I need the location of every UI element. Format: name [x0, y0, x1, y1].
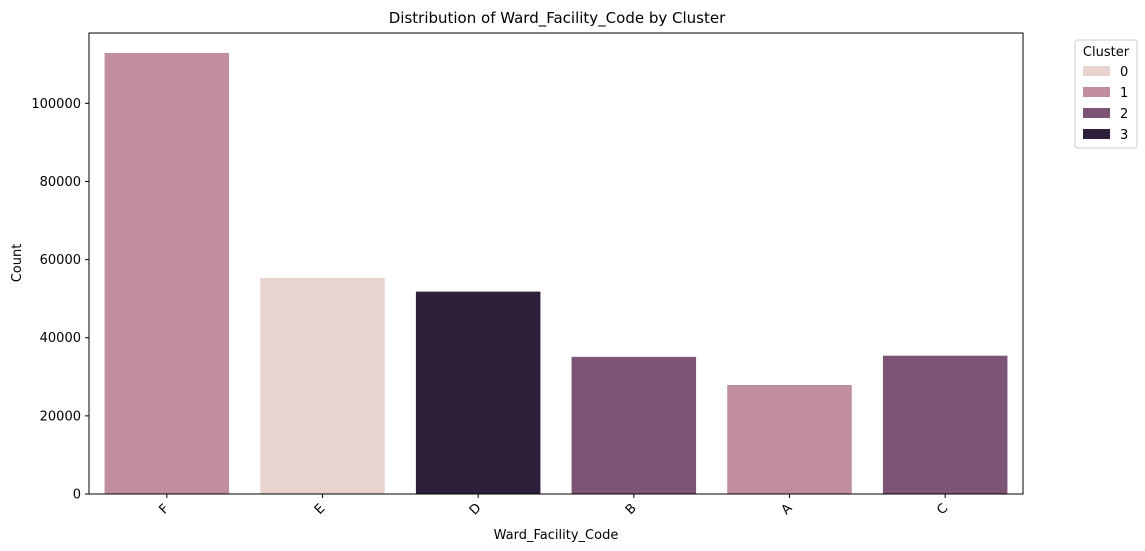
chart-title: Distribution of Ward_Facility_Code by Cl… [389, 9, 726, 28]
legend-label-1: 1 [1120, 86, 1128, 101]
y-tick-label: 100000 [31, 97, 81, 112]
y-tick-label: 20000 [40, 409, 81, 424]
legend-label-0: 0 [1120, 65, 1128, 80]
legend: Cluster 0 1 2 3 [1074, 39, 1138, 149]
x-tick-label: D [467, 501, 485, 519]
y-tick-label: 80000 [40, 175, 81, 190]
y-tick-label: 60000 [40, 253, 81, 268]
legend-swatch-1 [1083, 87, 1110, 97]
bar-B [571, 356, 697, 494]
legend-swatch-2 [1083, 108, 1110, 118]
y-tick-label: 0 [73, 488, 81, 503]
legend-title: Cluster [1083, 45, 1130, 60]
legend-label-2: 2 [1120, 107, 1128, 122]
bar-D [415, 291, 541, 494]
legend-swatch-3 [1083, 129, 1110, 139]
legend-swatch-0 [1083, 66, 1110, 76]
x-axis-label: Ward_Facility_Code [494, 528, 619, 543]
y-tick-label: 40000 [40, 331, 81, 346]
bar-C [882, 355, 1008, 494]
legend-label-3: 3 [1120, 128, 1128, 143]
y-axis-ticks: 0 20000 40000 60000 80000 100000 [31, 97, 89, 503]
x-tick-label: F [156, 502, 172, 518]
x-tick-label: C [934, 501, 951, 518]
x-tick-label: E [312, 501, 328, 517]
bars-group [104, 52, 1008, 495]
x-tick-label: B [623, 501, 640, 518]
x-tick-label: A [779, 501, 796, 518]
bar-A [727, 385, 852, 494]
y-axis-label: Count [10, 244, 25, 283]
bar-E [260, 277, 385, 494]
plot-frame [88, 32, 1024, 495]
legend-entries: 0 1 2 3 [1083, 65, 1128, 143]
bar-F [104, 52, 230, 495]
